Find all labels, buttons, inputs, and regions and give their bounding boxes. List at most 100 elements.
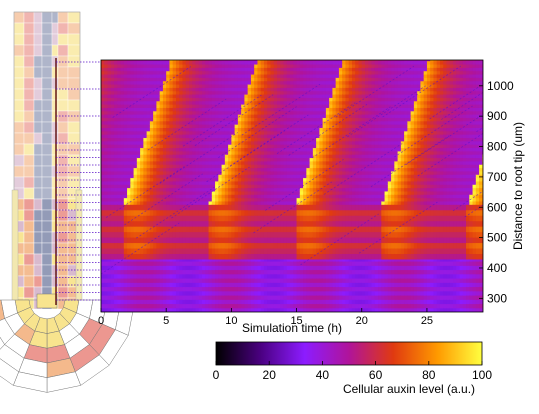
heatmap-cell: [107, 87, 112, 92]
heatmap-cell: [169, 154, 174, 159]
heatmap-cell: [101, 94, 105, 98]
heatmap-cell: [153, 242, 158, 249]
heatmap-cell: [117, 204, 122, 211]
heatmap-cell: [136, 253, 141, 260]
heatmap-cell: [218, 134, 223, 139]
heatmap-cell: [146, 177, 151, 182]
heatmap-cell: [169, 220, 174, 227]
heatmap-cell: [211, 170, 216, 175]
heatmap-cell: [107, 299, 112, 305]
heatmap-cell: [153, 73, 158, 78]
heatmap-cell: [290, 277, 294, 283]
heatmap-cell: [280, 104, 285, 108]
heatmap-cell: [185, 253, 190, 260]
heatmap-cell: [159, 97, 164, 102]
heatmap-cell: [127, 100, 131, 105]
heatmap-cell: [283, 130, 288, 135]
heatmap-cell: [244, 286, 249, 292]
heatmap-cell: [234, 307, 239, 312]
heatmap-cell: [175, 174, 180, 179]
heatmap-cell: [267, 124, 272, 129]
heatmap-cell: [143, 134, 148, 139]
heatmap-cell: [247, 286, 252, 292]
heatmap-cell: [270, 174, 275, 179]
heatmap-cell: [149, 174, 154, 179]
heatmap-cell: [224, 294, 229, 300]
heatmap-cell: [159, 134, 164, 139]
heatmap-cell: [241, 237, 246, 244]
heatmap-cell: [146, 190, 151, 195]
heatmap-cell: [247, 147, 252, 152]
heatmap-cell: [303, 60, 307, 65]
heatmap-cell: [218, 60, 223, 65]
root-cell: [23, 22, 35, 35]
heatmap-cell: [306, 67, 311, 72]
heatmap-cell: [215, 157, 219, 162]
heatmap-cell: [293, 127, 298, 132]
heatmap-cell: [296, 204, 301, 211]
heatmap-cell: [182, 134, 187, 139]
heatmap-cell: [133, 150, 138, 155]
root-cap-cell: [0, 299, 5, 321]
heatmap-cell: [156, 258, 161, 262]
heatmap-cell: [140, 303, 144, 309]
heatmap-cell: [172, 87, 177, 92]
heatmap-cell: [277, 242, 281, 249]
heatmap-cell: [325, 63, 330, 68]
heatmap-cell: [189, 265, 193, 271]
heatmap-cell: [270, 286, 275, 292]
heatmap-cell: [208, 157, 213, 162]
heatmap-cell: [286, 290, 291, 296]
heatmap-cell: [303, 94, 307, 98]
heatmap-cell: [296, 94, 301, 98]
heatmap-cell: [192, 70, 197, 75]
heatmap-cell: [325, 215, 330, 222]
heatmap-cell: [257, 180, 262, 185]
heatmap-cell: [211, 258, 216, 262]
heatmap-cell: [244, 273, 249, 279]
heatmap-cell: [117, 265, 122, 271]
heatmap-cell: [325, 197, 330, 202]
heatmap-cell: [247, 260, 252, 266]
heatmap-cell: [153, 307, 158, 312]
heatmap-cell: [198, 253, 203, 260]
heatmap-cell: [123, 260, 128, 266]
heatmap-cell: [263, 60, 268, 62]
heatmap-cell: [179, 60, 184, 62]
heatmap-cell: [192, 303, 197, 309]
heatmap-cell: [172, 307, 177, 312]
heatmap-cell: [205, 286, 210, 292]
heatmap-cell: [309, 130, 314, 135]
heatmap-cell: [228, 90, 232, 95]
heatmap-cell: [195, 247, 200, 255]
root-cell: [57, 88, 69, 101]
heatmap-cell: [185, 140, 190, 145]
heatmap-cell: [208, 87, 213, 92]
heatmap-cell: [166, 94, 171, 98]
heatmap-cell: [312, 299, 317, 305]
heatmap-cell: [182, 120, 187, 125]
heatmap-cell: [162, 209, 167, 216]
heatmap-cell: [211, 110, 216, 115]
heatmap-cell: [133, 299, 138, 305]
heatmap-cell: [189, 282, 193, 288]
root-cell: [33, 110, 43, 123]
heatmap-cell: [192, 110, 197, 115]
heatmap-cell: [175, 120, 180, 125]
heatmap-cell: [146, 140, 151, 145]
heatmap-cell: [215, 200, 219, 205]
heatmap-cell: [156, 120, 161, 125]
heatmap-cell: [211, 180, 216, 185]
heatmap-cell: [273, 231, 278, 238]
heatmap-cell: [146, 94, 151, 98]
heatmap-cell: [309, 247, 314, 255]
heatmap-cell: [293, 144, 298, 149]
heatmap-cell: [166, 127, 171, 132]
heatmap-cell: [143, 200, 148, 205]
heatmap-cell: [114, 167, 118, 172]
heatmap-cell: [303, 130, 307, 135]
heatmap-cell: [156, 127, 161, 132]
heatmap-cell: [296, 107, 301, 112]
heatmap-cell: [237, 282, 242, 288]
heatmap-cell: [247, 215, 252, 222]
